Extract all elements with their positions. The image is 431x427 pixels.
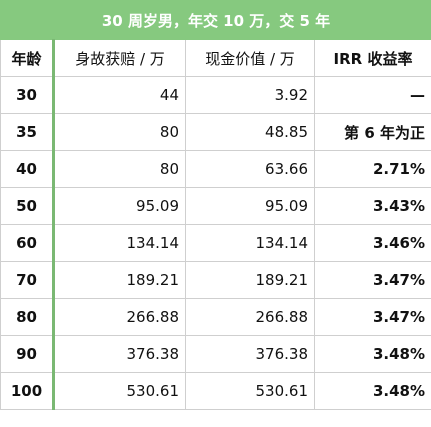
cell-cash-value: 134.14 xyxy=(185,224,315,262)
cell-cash-value: 95.09 xyxy=(185,187,315,225)
cell-age: 40 xyxy=(0,150,54,188)
cell-age: 50 xyxy=(0,187,54,225)
cell-irr: 3.46% xyxy=(314,224,431,262)
table-row: 30 44 3.92— xyxy=(0,76,431,114)
cell-age: 30 xyxy=(0,76,54,114)
title-row: 30 周岁男，年交 10 万，交 5 年 xyxy=(0,0,431,40)
table-row: 80 266.88 266.88 3.47% xyxy=(0,298,431,336)
table-row: 90 376.38 376.38 3.48% xyxy=(0,335,431,373)
cell-age: 35 xyxy=(0,113,54,151)
cell-irr: 2.71% xyxy=(314,150,431,188)
header-row: 年龄 身故获赔 / 万 现金价值 / 万 IRR 收益率 xyxy=(0,39,431,77)
header-cash-value: 现金价值 / 万 xyxy=(185,39,315,77)
table-row: 40 80 63.66 2.71% xyxy=(0,150,431,188)
cell-cash-value: 63.66 xyxy=(185,150,315,188)
cell-death-benefit: 80 xyxy=(52,150,186,188)
cell-death-benefit: 266.88 xyxy=(52,298,186,336)
cell-death-benefit: 376.38 xyxy=(52,335,186,373)
cell-irr: 第 6 年为正 xyxy=(314,113,431,151)
header-death-benefit: 身故获赔 / 万 xyxy=(52,39,186,77)
cell-age: 90 xyxy=(0,335,54,373)
cell-irr: 3.47% xyxy=(314,298,431,336)
cell-age: 60 xyxy=(0,224,54,262)
cell-irr: 3.43% xyxy=(314,187,431,225)
table-row: 50 95.09 95.09 3.43% xyxy=(0,187,431,225)
cell-cash-value: 376.38 xyxy=(185,335,315,373)
cell-death-benefit: 44 xyxy=(52,76,186,114)
insurance-benefit-table: 30 周岁男，年交 10 万，交 5 年 年龄 身故获赔 / 万 现金价值 / … xyxy=(0,0,431,410)
cell-cash-value: 48.85 xyxy=(185,113,315,151)
cell-cash-value: 530.61 xyxy=(185,372,315,410)
cell-age: 100 xyxy=(0,372,54,410)
cell-cash-value: 266.88 xyxy=(185,298,315,336)
cell-death-benefit: 80 xyxy=(52,113,186,151)
table-row: 100 530.61 530.61 3.48% xyxy=(0,372,431,410)
cell-age: 70 xyxy=(0,261,54,299)
cell-irr: 3.48% xyxy=(314,335,431,373)
table-title: 30 周岁男，年交 10 万，交 5 年 xyxy=(0,0,431,40)
table-row: 60 134.14 134.14 3.46% xyxy=(0,224,431,262)
cell-death-benefit: 530.61 xyxy=(52,372,186,410)
cell-death-benefit: 95.09 xyxy=(52,187,186,225)
cell-cash-value: 3.92 xyxy=(185,76,315,114)
cell-irr: 3.48% xyxy=(314,372,431,410)
cell-irr: — xyxy=(314,76,431,114)
cell-death-benefit: 134.14 xyxy=(52,224,186,262)
cell-irr: 3.47% xyxy=(314,261,431,299)
table-row: 35 80 48.85 第 6 年为正 xyxy=(0,113,431,151)
cell-cash-value: 189.21 xyxy=(185,261,315,299)
cell-death-benefit: 189.21 xyxy=(52,261,186,299)
header-irr: IRR 收益率 xyxy=(314,39,431,77)
table-row: 70 189.21 189.21 3.47% xyxy=(0,261,431,299)
header-age: 年龄 xyxy=(0,39,54,77)
cell-age: 80 xyxy=(0,298,54,336)
